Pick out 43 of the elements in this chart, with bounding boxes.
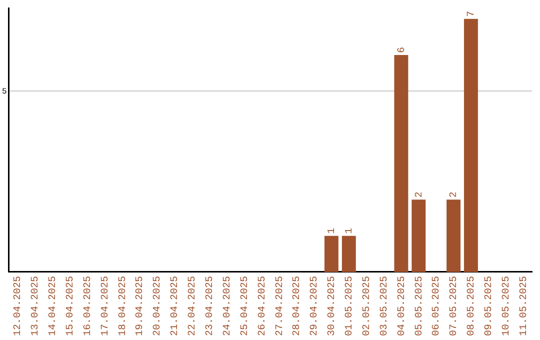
bar [342,236,356,272]
x-tick-label: 28.04.2025 [292,276,304,336]
x-tick-label: 11.05.2025 [518,276,530,336]
x-tick-label: 21.04.2025 [170,276,182,336]
bar [464,18,478,272]
x-tick-label: 09.05.2025 [484,276,496,336]
x-tick-label: 18.04.2025 [118,276,129,336]
y-tick-label: 5 [2,87,7,96]
x-tick-label: 27.04.2025 [274,276,286,336]
x-tick-label: 24.04.2025 [222,276,234,336]
x-tick-label: 22.04.2025 [188,276,199,336]
data-label: 2 [414,192,426,198]
bar [324,236,338,272]
x-tick-label: 15.04.2025 [65,276,76,336]
x-tick-label: 02.05.2025 [362,276,373,336]
x-tick-label: 08.05.2025 [466,276,478,336]
x-tick-label: 30.04.2025 [327,276,338,336]
x-tick-label: 07.05.2025 [449,276,460,336]
x-tick-label: 23.04.2025 [205,276,216,336]
x-tick-label: 19.04.2025 [135,276,146,336]
x-tick-label: 25.04.2025 [240,276,251,336]
x-tick-label: 29.04.2025 [310,276,321,336]
x-tick-label: 05.05.2025 [414,276,426,336]
bar [412,200,426,272]
x-tick-label: 06.05.2025 [432,276,443,336]
x-tick-label: 17.04.2025 [100,276,112,336]
x-tick-label: 01.05.2025 [344,276,356,336]
data-label: 6 [396,46,408,54]
x-tick-label: 12.04.2025 [13,276,24,336]
bar [446,200,460,272]
x-tick-label: 13.04.2025 [30,276,42,336]
x-tick-label: 20.04.2025 [152,276,164,336]
x-tick-label: 26.04.2025 [257,276,268,336]
x-tick-label: 16.04.2025 [82,276,94,336]
bar [394,55,408,272]
x-tick-label: 10.05.2025 [501,276,512,336]
x-tick-label: 04.05.2025 [396,276,408,336]
x-tick-label: 14.04.2025 [48,276,60,336]
data-label: 1 [327,228,338,234]
data-label: 1 [344,228,356,234]
data-label: 7 [466,10,478,17]
x-tick-label: 03.05.2025 [379,276,390,336]
data-label: 2 [449,192,460,198]
